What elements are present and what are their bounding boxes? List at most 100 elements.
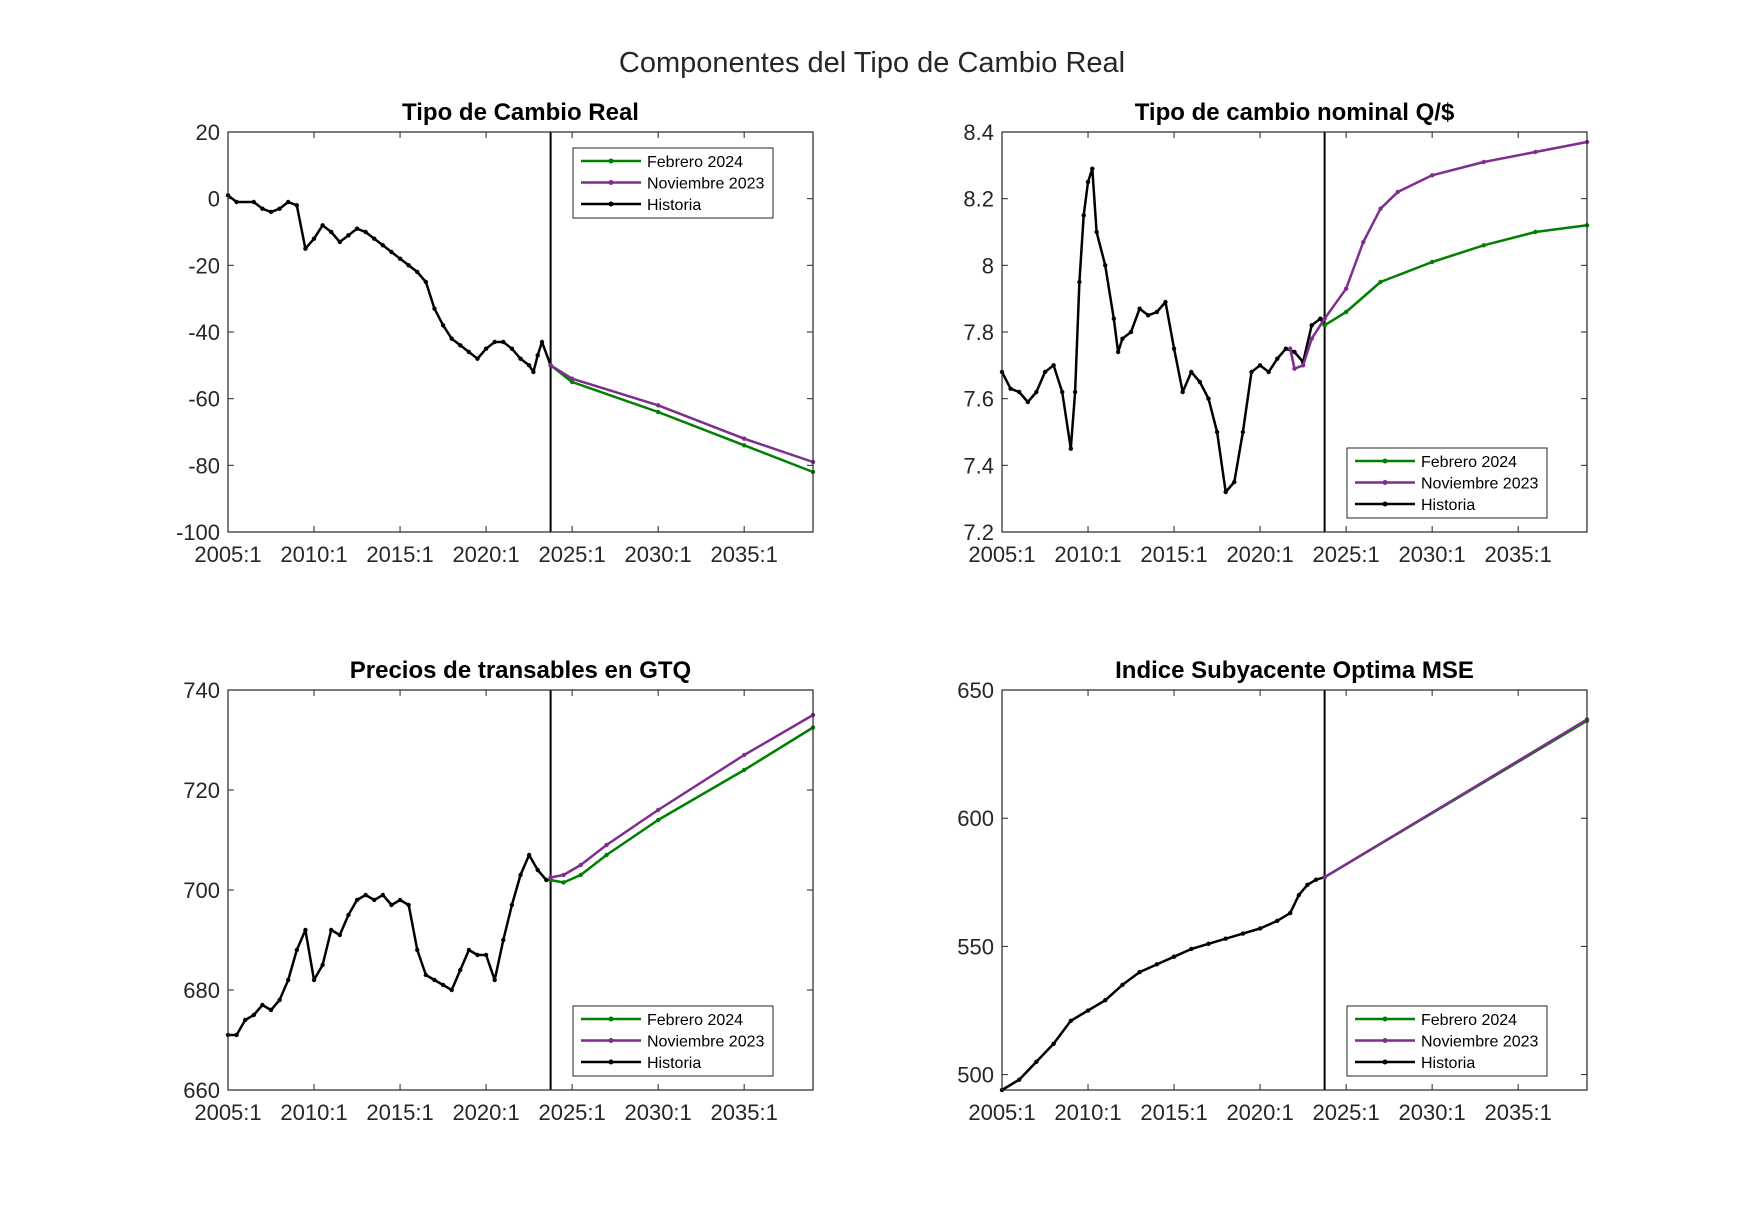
data-point-historia — [311, 977, 317, 983]
panel-4: Indice Subyacente Optima MSE 2005:1 2010:1… — [957, 657, 1590, 1125]
legend-marker-febrero-2024 — [1382, 458, 1388, 464]
data-point-historia — [1090, 166, 1095, 171]
data-point-noviembre-2023 — [1287, 346, 1293, 351]
data-point-historia — [501, 339, 506, 345]
data-point-historia — [518, 872, 523, 878]
x-tick-label: 2015:1 — [1140, 1100, 1207, 1125]
data-point-noviembre-2023 — [1395, 189, 1400, 195]
data-point-historia — [1283, 346, 1289, 351]
legend: Febrero 2024 Noviembre 2023 Historia — [1346, 1005, 1548, 1077]
data-point-historia — [492, 977, 497, 983]
axes-box — [1001, 689, 1588, 1091]
legend-label-noviembre-2023: Noviembre 2023 — [647, 176, 765, 193]
legend-marker-historia — [608, 201, 614, 207]
figure-title: Componentes del Tipo de Cambio Real — [619, 47, 1125, 79]
x-tick-label: 2020:1 — [452, 542, 519, 567]
y-tick-label: 8.2 — [963, 187, 994, 212]
data-point-historia — [1287, 910, 1293, 916]
x-tick-label: 2010:1 — [1054, 1100, 1121, 1125]
data-point-historia — [1171, 346, 1177, 351]
data-point-historia — [475, 356, 480, 361]
data-point-historia — [320, 223, 325, 228]
legend-label-febrero-2024: Febrero 2024 — [1421, 454, 1517, 471]
y-tick-label: -80 — [188, 453, 220, 478]
legend-label-historia: Historia — [1421, 1055, 1475, 1072]
data-point-historia — [277, 997, 282, 1003]
data-point-febrero-2024 — [1533, 229, 1538, 235]
data-point-historia — [509, 902, 515, 908]
x-tick-label: 2005:1 — [968, 1100, 1035, 1125]
data-point-historia — [1103, 263, 1108, 268]
data-point-noviembre-2023 — [655, 403, 661, 408]
x-tick-label: 2030:1 — [624, 1100, 691, 1125]
data-point-historia — [1305, 882, 1310, 888]
data-point-historia — [303, 246, 308, 251]
data-point-febrero-2024 — [655, 817, 661, 823]
data-point-historia — [1085, 1008, 1091, 1013]
data-point-historia — [440, 323, 446, 328]
x-tick-label: 2035:1 — [711, 1100, 778, 1125]
data-point-noviembre-2023 — [604, 842, 609, 848]
data-point-historia — [1206, 396, 1211, 401]
legend-marker-febrero-2024 — [608, 158, 614, 164]
data-point-noviembre-2023 — [1300, 363, 1306, 368]
data-point-historia — [294, 203, 300, 208]
y-tick-label: 7.6 — [963, 387, 994, 412]
data-point-historia — [440, 982, 446, 988]
y-tick-label: 8.4 — [963, 120, 994, 145]
data-point-historia — [526, 363, 532, 368]
x-tick-label: 2015:1 — [366, 1100, 433, 1125]
legend-label-febrero-2024: Febrero 2024 — [647, 154, 743, 171]
data-point-historia — [1223, 936, 1228, 941]
y-tick-label: 740 — [183, 678, 220, 703]
data-point-historia — [1146, 313, 1151, 318]
data-point-historia — [234, 199, 239, 205]
x-tick-label: 2005:1 — [194, 1100, 261, 1125]
data-point-historia — [475, 952, 480, 958]
data-point-noviembre-2023 — [655, 807, 661, 813]
x-tick-label: 2010:1 — [1054, 542, 1121, 567]
data-point-historia — [234, 1032, 239, 1038]
data-point-historia — [1115, 349, 1121, 355]
legend-marker-noviembre-2023 — [1382, 1038, 1388, 1043]
data-point-historia — [449, 336, 454, 341]
x-tick-label: 2030:1 — [1398, 1100, 1465, 1125]
data-point-noviembre-2023 — [741, 752, 747, 758]
data-point-historia — [1034, 1059, 1039, 1064]
data-point-historia — [243, 1017, 248, 1023]
data-point-historia — [1163, 299, 1168, 305]
data-point-noviembre-2023 — [578, 862, 583, 868]
data-point-historia — [1154, 962, 1160, 967]
data-point-historia — [1025, 399, 1031, 405]
panel-title: Tipo de Cambio Real — [402, 99, 639, 126]
data-point-historia — [346, 233, 351, 238]
legend-marker-noviembre-2023 — [1382, 480, 1388, 485]
data-point-noviembre-2023 — [1361, 239, 1366, 245]
data-point-historia — [1137, 969, 1142, 975]
data-point-noviembre-2023 — [1322, 874, 1327, 880]
data-point-historia — [466, 349, 472, 355]
panel-title: Precios de transables en GTQ — [350, 657, 691, 684]
data-point-noviembre-2023 — [548, 363, 553, 368]
data-point-historia — [1051, 363, 1056, 368]
data-point-historia — [1189, 946, 1194, 952]
data-point-febrero-2024 — [741, 767, 747, 773]
y-tick-label: 720 — [183, 778, 220, 803]
data-point-historia — [1214, 429, 1220, 435]
data-point-historia — [1206, 941, 1211, 947]
x-tick-label: 2035:1 — [1485, 542, 1552, 567]
data-point-historia — [1051, 1041, 1056, 1047]
data-point-historia — [1180, 389, 1185, 395]
data-point-historia — [1296, 892, 1302, 898]
data-point-febrero-2024 — [741, 443, 747, 448]
y-tick-label: 700 — [183, 878, 220, 903]
x-tick-label: 2005:1 — [194, 542, 261, 567]
legend-label-historia: Historia — [1421, 497, 1475, 514]
data-point-historia — [320, 962, 325, 968]
data-point-historia — [458, 343, 463, 348]
data-point-febrero-2024 — [655, 409, 661, 415]
data-point-historia — [260, 206, 265, 211]
data-point-historia — [1034, 389, 1039, 395]
data-point-historia — [1171, 954, 1177, 959]
